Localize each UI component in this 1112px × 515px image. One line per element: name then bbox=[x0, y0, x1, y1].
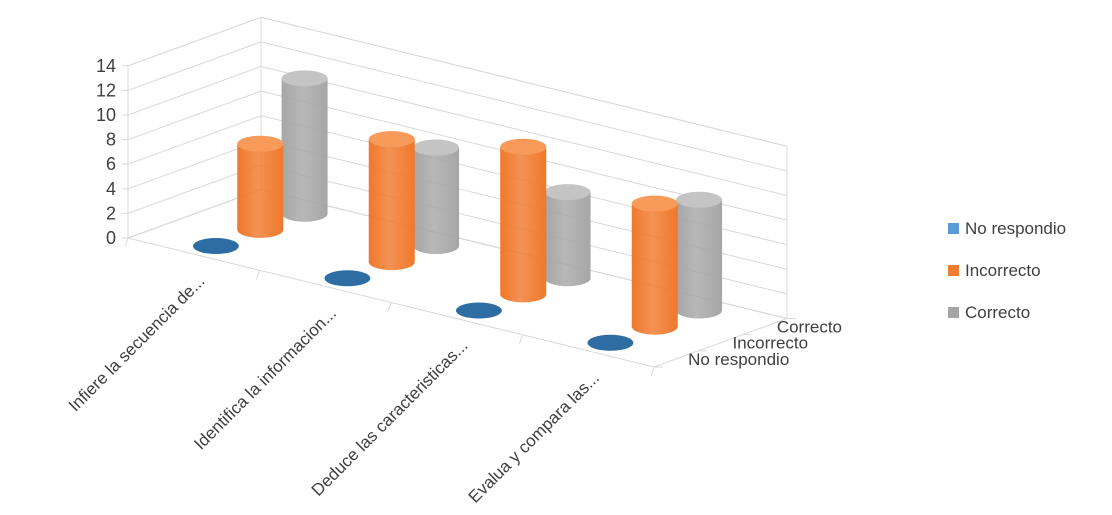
legend-item[interactable]: Incorrecto bbox=[948, 257, 1066, 284]
gridline bbox=[127, 41, 788, 172]
y-tick-label: 10 bbox=[96, 105, 116, 125]
y-tick-label: 6 bbox=[106, 154, 116, 174]
y-tick-label: 0 bbox=[106, 228, 116, 248]
x-tick-mark bbox=[650, 366, 655, 377]
depth-axis-label: Incorrecto bbox=[732, 334, 808, 353]
bar-0-3 bbox=[587, 334, 634, 351]
bar-1-3 bbox=[631, 203, 678, 335]
category-label: Deduce las caracteristicas... bbox=[308, 336, 472, 500]
legend-label: Correcto bbox=[965, 302, 1031, 322]
depth-axis-label: No respondio bbox=[688, 350, 789, 369]
bar-top-2-0 bbox=[281, 70, 328, 87]
bar-0-2 bbox=[455, 302, 502, 319]
bar-top-2-3 bbox=[676, 191, 723, 208]
bar-0-0 bbox=[192, 238, 239, 255]
gridline bbox=[127, 65, 788, 196]
bar-1-0 bbox=[237, 143, 284, 238]
legend-item[interactable]: Correcto bbox=[948, 299, 1066, 326]
category-label: Evalua y compara las... bbox=[465, 368, 603, 506]
y-tick-label: 14 bbox=[96, 56, 116, 76]
bar-2-0 bbox=[281, 78, 328, 222]
bar-2-1 bbox=[413, 147, 460, 254]
bar-top-1-1 bbox=[368, 131, 415, 148]
legend-item[interactable]: No respondio bbox=[948, 215, 1066, 242]
bar-1-2 bbox=[500, 146, 547, 303]
bar-2-3 bbox=[676, 199, 723, 319]
legend: No respondio Incorrecto Correcto bbox=[948, 215, 1066, 341]
y-tick-label: 2 bbox=[106, 203, 116, 223]
bar-top-1-2 bbox=[500, 138, 547, 155]
legend-label: No respondio bbox=[965, 218, 1067, 238]
bar-top-2-1 bbox=[413, 139, 460, 156]
legend-label: Incorrecto bbox=[965, 260, 1041, 280]
depth-axis-label: Correcto bbox=[777, 318, 842, 337]
category-label: Identifica la informacion... bbox=[190, 304, 340, 454]
y-tick-label: 12 bbox=[96, 80, 116, 100]
bar-top-1-0 bbox=[237, 135, 284, 152]
bar-top-2-2 bbox=[544, 184, 591, 201]
x-tick-mark bbox=[387, 302, 392, 312]
legend-swatch-incorrecto bbox=[948, 265, 959, 276]
y-tick-label: 4 bbox=[106, 179, 116, 199]
x-tick-mark bbox=[519, 334, 523, 344]
gridline bbox=[127, 115, 788, 246]
bar-top-1-3 bbox=[631, 195, 678, 212]
bar-0-1 bbox=[324, 270, 371, 287]
category-label: Infiere la secuencia de... bbox=[65, 272, 209, 416]
x-tick-mark bbox=[256, 270, 260, 280]
gridline bbox=[127, 90, 788, 221]
legend-swatch-no-respondio bbox=[948, 223, 959, 234]
x-tick-mark bbox=[124, 237, 129, 248]
gridline bbox=[127, 16, 788, 147]
bar-2-2 bbox=[544, 192, 591, 287]
bar-1-1 bbox=[368, 139, 415, 271]
y-tick-label: 8 bbox=[106, 130, 116, 150]
legend-swatch-correcto bbox=[948, 307, 959, 318]
